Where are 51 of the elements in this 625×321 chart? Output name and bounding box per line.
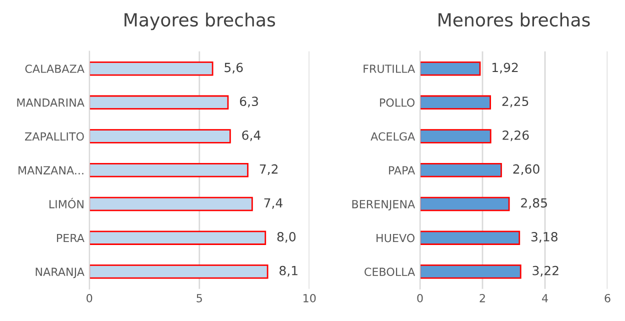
chart-title: Mayores brechas: [124, 12, 276, 30]
y-tick-label: LIMÓN: [49, 198, 84, 208]
bar: [89, 264, 268, 279]
y-tick-label: MANDARINA: [17, 98, 84, 107]
y-tick-label: MANZANA...: [18, 166, 84, 174]
x-tick-label: 0: [417, 294, 423, 302]
y-tick-label: CEBOLLA: [364, 268, 416, 276]
data-label: 6,3: [240, 96, 258, 108]
bar: [420, 95, 492, 110]
data-label: 8,1: [280, 266, 298, 277]
y-tick-label: ACELGA: [370, 132, 416, 141]
data-label: 7,2: [260, 164, 278, 176]
bar: [420, 129, 492, 144]
data-label: 2,85: [521, 198, 547, 209]
bar: [420, 196, 510, 212]
data-label: 8,0: [277, 232, 296, 243]
y-tick-label: POLLO: [380, 98, 415, 107]
bar: [420, 61, 481, 76]
data-label: 3,18: [531, 232, 558, 243]
x-tick-label: 2: [480, 294, 485, 302]
y-tick-label: PAPA: [389, 166, 416, 174]
data-label: 2,26: [502, 130, 529, 142]
bar: [89, 129, 231, 144]
y-tick-label: FRUTILLA: [364, 64, 416, 73]
bar: [420, 230, 520, 245]
y-tick-label: NARANJA: [36, 268, 84, 278]
bar: [420, 163, 502, 178]
y-tick-label: ZAPALLITO: [25, 132, 84, 141]
x-tick-label: 10: [304, 294, 316, 302]
data-label: 2,60: [513, 164, 540, 176]
y-tick-label: BERENJENA: [352, 200, 416, 210]
data-label: 3,22: [532, 266, 558, 277]
bar: [89, 95, 229, 110]
data-label: 5,6: [224, 62, 243, 74]
x-tick-label: 5: [196, 294, 202, 302]
data-label: 7,4: [264, 198, 282, 209]
x-tick-label: 4: [542, 294, 548, 302]
y-tick-label: HUEVO: [376, 234, 415, 242]
x-tick-label: 0: [86, 294, 92, 302]
y-tick-label: CALABAZA: [25, 64, 84, 73]
chart-title: Menores brechas: [438, 12, 590, 27]
data-label: 6,4: [242, 130, 260, 142]
bar: [89, 196, 253, 212]
data-label: 1,92: [492, 62, 518, 74]
bar: [89, 61, 214, 76]
bar: [89, 230, 266, 245]
y-tick-label: PERA: [57, 234, 84, 242]
x-tick-label: 6: [604, 294, 610, 302]
bar: [420, 264, 522, 279]
bar: [89, 163, 248, 178]
data-label: 2,25: [502, 96, 528, 108]
